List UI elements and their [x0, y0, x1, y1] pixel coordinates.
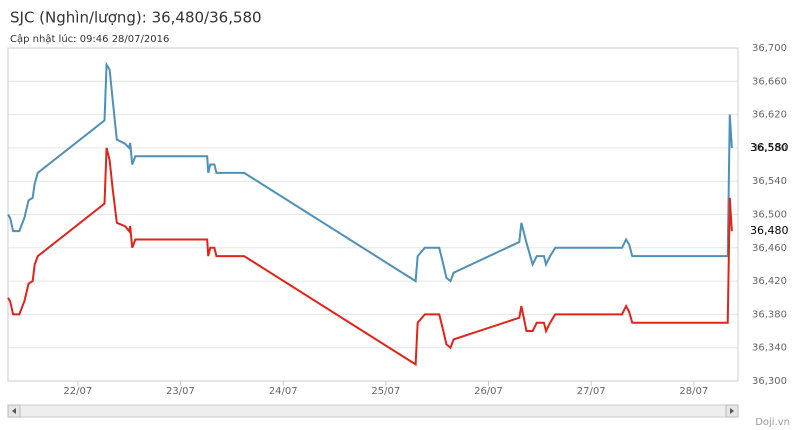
y-tick-label: 36,300 — [752, 376, 787, 387]
end-label: 36,480 — [750, 224, 789, 237]
chart-title: SJC (Nghìn/lượng): 36,480/36,580 — [10, 9, 262, 27]
x-tick-label: 24/07 — [269, 386, 298, 397]
series-line — [7, 61, 733, 283]
chart-subtitle: Cập nhật lúc: 09:46 28/07/2016 — [10, 33, 169, 45]
arrow-left — [12, 408, 16, 414]
y-tick-label: 36,660 — [752, 76, 787, 87]
y-tick-label: 36,500 — [752, 210, 787, 221]
end-label: 36,580 — [750, 141, 789, 154]
x-tick-label: 22/07 — [63, 386, 92, 397]
arrow-right — [730, 408, 734, 414]
y-tick-label: 36,580 — [752, 143, 787, 154]
y-tick-label: 36,700 — [752, 43, 787, 54]
scrollbar[interactable] — [7, 404, 739, 418]
x-tick-label: 26/07 — [474, 386, 503, 397]
series-line — [7, 147, 733, 367]
x-tick-label: 23/07 — [166, 386, 195, 397]
y-tick-label: 36,540 — [752, 176, 787, 187]
y-tick-label: 36,620 — [752, 110, 787, 121]
y-tick-label: 36,340 — [752, 343, 787, 354]
y-tick-label: 36,420 — [752, 276, 787, 287]
scroll-track[interactable] — [7, 404, 739, 418]
y-tick-label: 36,460 — [752, 243, 787, 254]
y-tick-label: 36,380 — [752, 309, 787, 320]
x-tick-label: 28/07 — [679, 386, 708, 397]
source: Doji.vn — [755, 417, 790, 428]
x-tick-label: 25/07 — [371, 386, 400, 397]
x-tick-label: 27/07 — [577, 386, 606, 397]
